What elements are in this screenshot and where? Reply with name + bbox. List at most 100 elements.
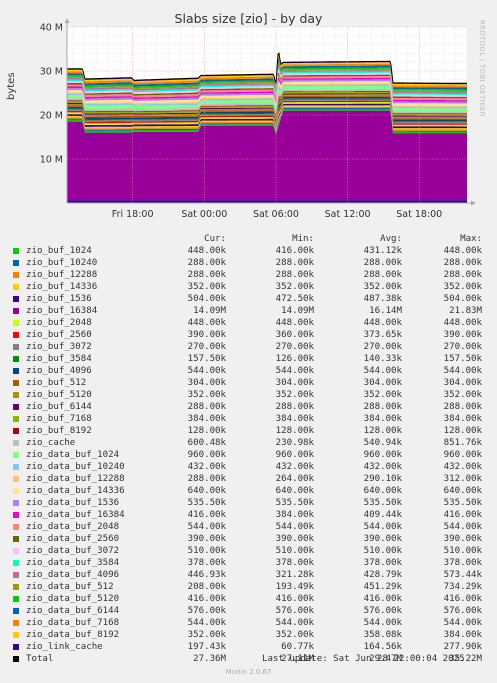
legend-cur: 288.00k bbox=[187, 402, 226, 412]
legend-series-name: zio_data_buf_14336 bbox=[26, 486, 125, 496]
legend-cur: 288.00k bbox=[187, 270, 226, 280]
area-zio_buf_16384 bbox=[67, 110, 467, 201]
legend-series-name: zio_data_buf_2560 bbox=[26, 534, 120, 544]
legend-series-name: zio_data_buf_1536 bbox=[26, 498, 120, 508]
legend-series-name: zio_buf_1536 bbox=[26, 294, 92, 304]
legend-avg: 288.00k bbox=[363, 402, 402, 412]
legend-avg: 140.33k bbox=[363, 354, 402, 364]
x-tick-label: Sat 12:00 bbox=[325, 209, 371, 220]
last-update: Last update: Sat Jun 28 22:00:04 2025 bbox=[262, 654, 465, 664]
legend-swatch bbox=[13, 644, 19, 650]
legend-series-name: zio_buf_2560 bbox=[26, 330, 92, 340]
legend-swatch bbox=[13, 584, 19, 590]
legend-max: 390.00k bbox=[443, 534, 482, 544]
area-zio_buf_12288 bbox=[67, 106, 467, 132]
legend-row: zio_buf_512 304.00k 304.00k 304.00k 304.00k bbox=[12, 377, 492, 389]
legend-cur: 288.00k bbox=[187, 258, 226, 268]
legend-max: 416.00k bbox=[443, 594, 482, 604]
legend-avg: 378.00k bbox=[363, 558, 402, 568]
legend-min: 321.28k bbox=[275, 570, 314, 580]
chart-area: 10 M 20 M 30 M 40 M Fri 18:00 Sat 00:00 Sat 06… bbox=[40, 18, 476, 220]
legend-row: zio_buf_2560 390.00k 360.00k 373.65k 390.00k bbox=[12, 329, 492, 341]
legend-row: zio_data_buf_3584 378.00k 378.00k 378.00k 37… bbox=[12, 557, 492, 569]
legend-row: zio_data_buf_12288 288.00k 264.00k 290.10k 3… bbox=[12, 473, 492, 485]
legend-min: 576.00k bbox=[275, 606, 314, 616]
legend-min: 448.00k bbox=[275, 318, 314, 328]
legend-series-name: zio_buf_512 bbox=[26, 378, 87, 388]
legend-avg: 640.00k bbox=[363, 486, 402, 496]
legend-swatch bbox=[13, 320, 19, 326]
legend-min: 384.00k bbox=[275, 510, 314, 520]
legend-series-name: zio_buf_14336 bbox=[26, 282, 98, 292]
area-zio_data_buf_6144 bbox=[67, 59, 467, 90]
legend-series-name: zio_data_buf_512 bbox=[26, 582, 114, 592]
legend-min: 535.50k bbox=[275, 498, 314, 508]
legend-cur: 640.00k bbox=[187, 486, 226, 496]
legend-avg: 544.00k bbox=[363, 618, 402, 628]
legend-cur: 544.00k bbox=[187, 522, 226, 532]
legend-max: 544.00k bbox=[443, 618, 482, 628]
legend-min: 126.00k bbox=[275, 354, 314, 364]
legend-max: 352.00k bbox=[443, 390, 482, 400]
legend-swatch bbox=[13, 632, 19, 638]
legend-cur: 384.00k bbox=[187, 414, 226, 424]
legend-swatch bbox=[13, 500, 19, 506]
legend-series-name: zio_buf_10240 bbox=[26, 258, 98, 268]
legend-avg: 384.00k bbox=[363, 414, 402, 424]
legend-max: 384.00k bbox=[443, 414, 482, 424]
legend-cur: 448.00k bbox=[187, 318, 226, 328]
legend-avg: 373.65k bbox=[363, 330, 402, 340]
x-tick-label: Sat 18:00 bbox=[396, 209, 442, 220]
legend-row: zio_link_cache 197.43k 60.77k 164.56k 277.90… bbox=[12, 641, 492, 653]
legend-cur: 197.43k bbox=[187, 642, 226, 652]
x-tick-label: Sat 06:00 bbox=[253, 209, 299, 220]
legend-swatch bbox=[13, 620, 19, 626]
legend-cur: 27.36M bbox=[193, 654, 226, 664]
legend-row: zio_buf_1536 504.00k 472.50k 487.38k 504.00k bbox=[12, 293, 492, 305]
legend-cur: 544.00k bbox=[187, 618, 226, 628]
legend-series-name: zio_buf_6144 bbox=[26, 402, 92, 412]
legend-min: 472.50k bbox=[275, 294, 314, 304]
legend-header: Cur: Min: Avg: Max: bbox=[12, 233, 492, 245]
legend-swatch bbox=[13, 656, 19, 662]
legend-max: 157.50k bbox=[443, 354, 482, 364]
x-tick-label: Fri 18:00 bbox=[112, 209, 154, 220]
legend-swatch bbox=[13, 356, 19, 362]
legend-cur: 157.50k bbox=[187, 354, 226, 364]
legend-max: 504.00k bbox=[443, 294, 482, 304]
y-tick-label: 30 M bbox=[40, 67, 63, 78]
col-min-header: Min: bbox=[292, 234, 314, 244]
legend-swatch bbox=[13, 296, 19, 302]
legend-max: 312.00k bbox=[443, 474, 482, 484]
legend-series-name: zio_buf_7168 bbox=[26, 414, 92, 424]
legend-avg: 164.56k bbox=[363, 642, 402, 652]
legend-min: 416.00k bbox=[275, 594, 314, 604]
legend-series-name: zio_buf_1024 bbox=[26, 246, 92, 256]
legend-cur: 416.00k bbox=[187, 594, 226, 604]
legend-cur: 600.48k bbox=[187, 438, 226, 448]
legend-swatch bbox=[13, 536, 19, 542]
legend-avg: 487.38k bbox=[363, 294, 402, 304]
legend-max: 390.00k bbox=[443, 330, 482, 340]
legend-avg: 535.50k bbox=[363, 498, 402, 508]
legend-max: 573.44k bbox=[443, 570, 482, 580]
legend-swatch bbox=[13, 344, 19, 350]
legend-series-name: zio_buf_3072 bbox=[26, 342, 92, 352]
legend-series-name: Total bbox=[26, 654, 54, 664]
legend-swatch bbox=[13, 512, 19, 518]
legend-cur: 576.00k bbox=[187, 606, 226, 616]
legend-row: zio_buf_10240 288.00k 288.00k 288.00k 288.00… bbox=[12, 257, 492, 269]
col-avg-header: Avg: bbox=[380, 234, 402, 244]
legend-max: 640.00k bbox=[443, 486, 482, 496]
legend-max: 352.00k bbox=[443, 282, 482, 292]
legend-avg: 544.00k bbox=[363, 366, 402, 376]
legend-cur: 390.00k bbox=[187, 330, 226, 340]
legend-cur: 448.00k bbox=[187, 246, 226, 256]
x-tick-label: Sat 00:00 bbox=[181, 209, 227, 220]
legend-swatch bbox=[13, 416, 19, 422]
legend-table: Cur: Min: Avg: Max: zio_buf_1024 448.00k 4… bbox=[12, 233, 492, 665]
legend-swatch bbox=[13, 476, 19, 482]
legend-avg: 352.00k bbox=[363, 390, 402, 400]
legend-max: 288.00k bbox=[443, 270, 482, 280]
legend-min: 352.00k bbox=[275, 630, 314, 640]
